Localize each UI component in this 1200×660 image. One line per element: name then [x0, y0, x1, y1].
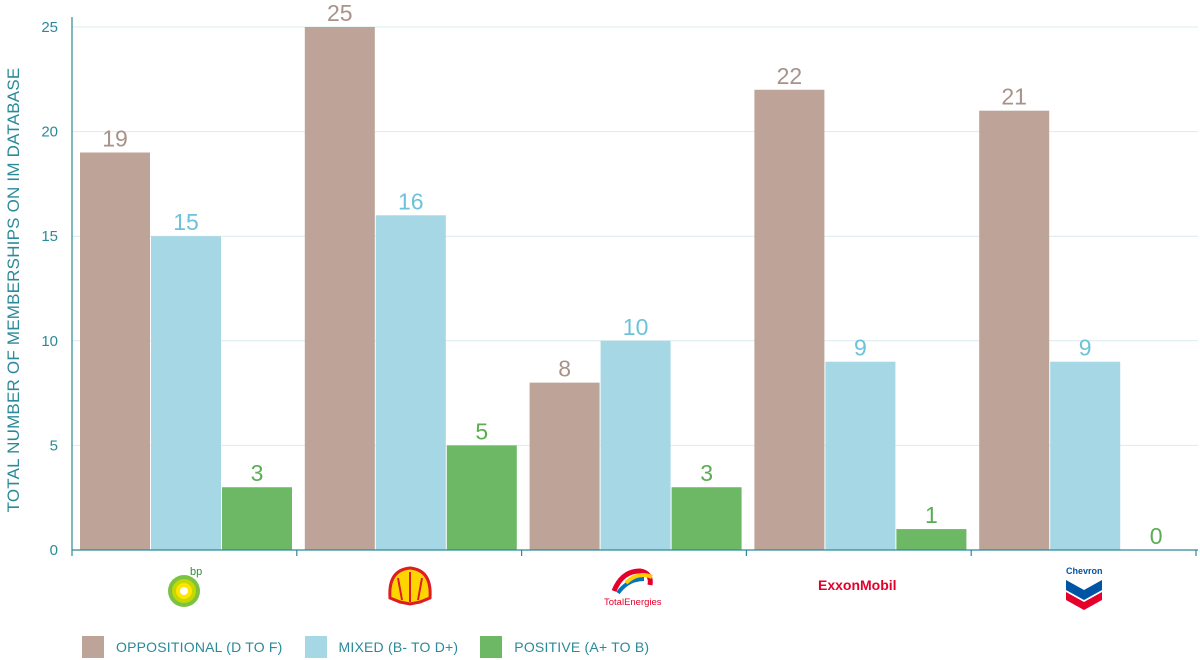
chevron-logo: Chevron	[1066, 566, 1103, 610]
data-label: 19	[102, 126, 128, 152]
bar-exxonmobil-2	[896, 529, 967, 550]
chart-legend: OPPOSITIONAL (D TO F) MIXED (B- TO D+) P…	[82, 636, 649, 658]
exxonmobil-logo: ExxonMobil	[818, 577, 897, 593]
legend-item-positive: POSITIVE (A+ TO B)	[480, 636, 649, 658]
bar-shell-1	[375, 215, 446, 550]
y-tick-label: 5	[50, 437, 58, 454]
bar-shell-0	[304, 27, 375, 550]
shell-logo	[388, 566, 432, 606]
bar-bp-1	[151, 236, 221, 550]
data-label: 16	[398, 188, 424, 214]
data-label: 0	[1150, 523, 1163, 549]
bar-exxonmobil-1	[825, 361, 896, 550]
legend-item-oppositional: OPPOSITIONAL (D TO F)	[82, 636, 283, 658]
legend-swatch-mixed	[304, 636, 327, 658]
totalenergies-logo-text: TotalEnergies	[604, 597, 662, 608]
legend-label-oppositional: OPPOSITIONAL (D TO F)	[116, 639, 283, 655]
bp-helios-icon	[168, 575, 200, 607]
y-tick-label: 0	[50, 542, 58, 559]
legend-label-positive: POSITIVE (A+ TO B)	[514, 639, 650, 655]
data-label: 21	[1001, 84, 1027, 110]
chevron-logo-icon	[1066, 580, 1102, 610]
bar-totalenergies-2	[671, 487, 742, 550]
bar-shell-2	[446, 445, 517, 550]
y-tick-label: 15	[41, 228, 58, 245]
data-label: 25	[327, 0, 353, 26]
data-label: 3	[700, 460, 713, 486]
bp-logo-text: bp	[190, 566, 202, 578]
data-label: 5	[475, 418, 488, 444]
bar-bp-2	[222, 487, 292, 550]
data-label: 1	[925, 502, 938, 528]
totalenergies-icon	[611, 568, 653, 595]
legend-label-mixed: MIXED (B- TO D+)	[338, 639, 459, 655]
data-label: 15	[173, 209, 199, 235]
data-label: 8	[558, 356, 571, 382]
exxonmobil-wordmark: ExxonMobil	[818, 577, 897, 593]
y-tick-label: 25	[41, 19, 58, 36]
totalenergies-logo: TotalEnergies	[604, 568, 662, 608]
bar-totalenergies-0	[529, 382, 600, 550]
bar-chevron-1	[1050, 361, 1121, 550]
bar-chevron-0	[979, 110, 1050, 551]
legend-item-mixed: MIXED (B- TO D+)	[304, 636, 459, 658]
data-label: 3	[251, 460, 264, 486]
data-label: 9	[1079, 335, 1092, 361]
data-label: 22	[777, 63, 803, 89]
bp-logo: bp	[168, 566, 202, 607]
bar-totalenergies-1	[600, 340, 671, 550]
y-tick-label: 10	[41, 333, 58, 350]
data-label: 9	[854, 335, 867, 361]
bar-bp-0	[80, 152, 150, 550]
y-tick-label: 20	[41, 124, 58, 141]
chevron-logo-text: Chevron	[1066, 566, 1103, 576]
legend-swatch-oppositional	[82, 636, 104, 658]
data-label: 10	[623, 314, 649, 340]
y-axis-title: TOTAL NUMBER OF MEMBERSHIPS ON IM DATABA…	[4, 68, 23, 513]
bar-exxonmobil-0	[754, 89, 825, 550]
legend-swatch-positive	[480, 636, 503, 658]
shell-pecten-icon	[388, 566, 432, 606]
